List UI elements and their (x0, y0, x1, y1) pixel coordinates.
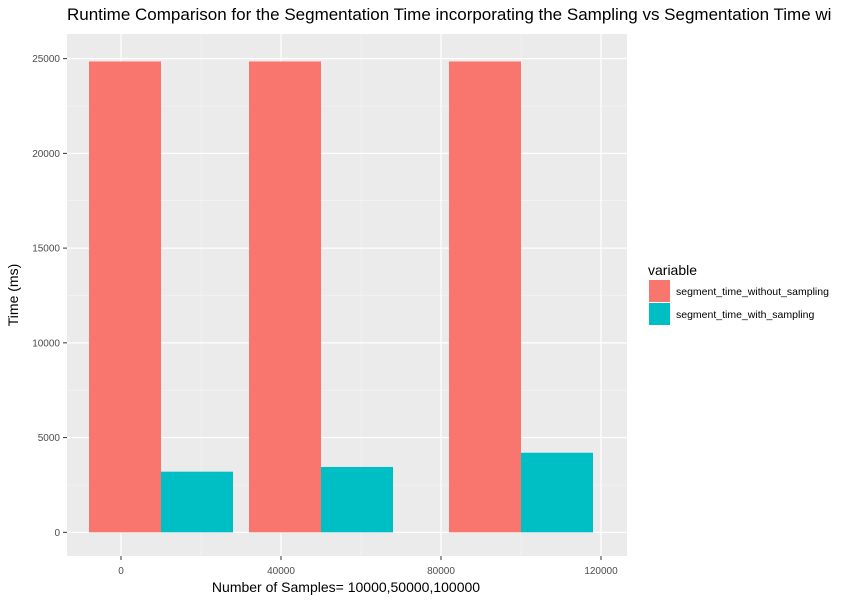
legend-label-segment_time_without_sampling: segment_time_without_sampling (676, 286, 829, 298)
bar-segment_time_with_sampling (161, 471, 233, 533)
y-axis-title: Time (ms) (5, 264, 21, 326)
x-axis-title: Number of Samples= 10000,50000,100000 (212, 579, 480, 595)
chart-title: Runtime Comparison for the Segmentation … (67, 5, 831, 24)
y-axis: 0 5000 10000 15000 20000 25000 (32, 54, 67, 539)
y-tick-label: 10000 (32, 338, 60, 349)
x-tick-label: 80000 (427, 566, 455, 577)
bar-segment_time_without_sampling (249, 61, 321, 533)
bars (89, 61, 593, 533)
x-tick-label: 0 (118, 566, 124, 577)
legend-key-segment_time_with_sampling (649, 303, 670, 325)
y-tick-label: 0 (54, 528, 60, 539)
x-axis: 0 40000 80000 120000 (118, 556, 618, 577)
bar-segment_time_with_sampling (321, 466, 393, 533)
bar-segment_time_without_sampling (449, 61, 521, 533)
legend-key-segment_time_without_sampling (649, 280, 670, 302)
y-tick-label: 15000 (32, 244, 60, 255)
y-tick-label: 20000 (32, 149, 60, 160)
x-tick-label: 120000 (584, 566, 618, 577)
y-tick-label: 5000 (38, 433, 61, 444)
bar-segment_time_without_sampling (89, 61, 161, 533)
legend-title: variable (648, 262, 697, 278)
x-tick-label: 40000 (267, 566, 295, 577)
bar-segment_time_with_sampling (521, 452, 593, 533)
legend: variable segment_time_without_samplingse… (648, 262, 829, 325)
legend-label-segment_time_with_sampling: segment_time_with_sampling (676, 309, 814, 321)
y-tick-label: 25000 (32, 54, 60, 65)
